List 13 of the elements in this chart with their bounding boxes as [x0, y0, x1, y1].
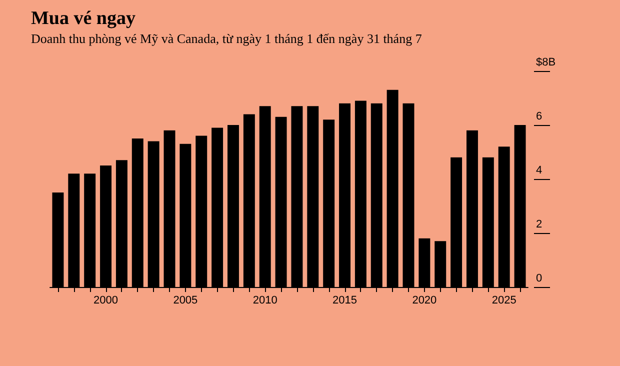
- y-tick-label: $8B: [536, 56, 556, 68]
- x-tick-label: 2010: [252, 294, 278, 306]
- chart-subtitle: Doanh thu phòng vé Mỹ và Canada, từ ngày 1 tháng 1 đến ngày 31 tháng 7: [31, 31, 422, 46]
- chart-title: Mua vé ngay: [31, 8, 136, 29]
- y-tick-label: 2: [536, 218, 542, 230]
- x-tick-label: 2015: [332, 294, 358, 306]
- y-tick-label: 6: [536, 110, 542, 122]
- x-tick-label: 2000: [94, 294, 118, 306]
- x-tick-label: 2025: [492, 294, 516, 306]
- y-tick-label: 4: [536, 164, 542, 176]
- x-tick-label: 2005: [173, 294, 198, 306]
- x-tick-label: 2020: [412, 294, 437, 306]
- y-tick-label: 0: [536, 272, 542, 284]
